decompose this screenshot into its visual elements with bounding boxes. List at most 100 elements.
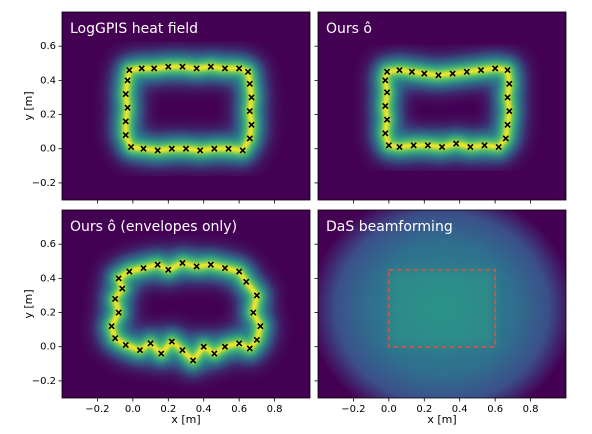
point-marker [235, 65, 243, 72]
beam-field [388, 269, 496, 347]
point-marker [108, 323, 115, 330]
point-marker [225, 145, 232, 152]
x-tick-label: 0.0 [381, 404, 397, 415]
point-marker [127, 143, 135, 151]
x-tick-label: 0.4 [452, 404, 468, 415]
point-marker [477, 66, 485, 74]
point-marker [154, 147, 161, 154]
panel-background [62, 12, 310, 200]
point-marker [122, 341, 129, 349]
y-tick-label: −0.2 [32, 376, 56, 387]
point-marker [504, 66, 511, 74]
x-axis-label: x [m] [427, 413, 456, 426]
point-marker [235, 268, 243, 275]
point-marker [504, 94, 511, 101]
point-marker [115, 275, 122, 282]
point-marker [382, 130, 389, 137]
panel-background [318, 12, 566, 200]
point-marker [200, 343, 207, 350]
point-marker [253, 292, 261, 299]
point-marker [122, 90, 129, 98]
point-marker [385, 142, 393, 149]
point-marker [147, 340, 154, 347]
point-marker [138, 65, 145, 72]
point-marker [168, 145, 175, 152]
x-tick-label: 0.8 [267, 404, 283, 415]
y-tick-label: 0.6 [40, 239, 56, 250]
point-marker [207, 63, 214, 70]
panel [318, 12, 566, 200]
x-tick-label: 0.8 [523, 404, 539, 415]
point-marker [111, 335, 119, 342]
point-marker [150, 65, 158, 72]
point-marker [244, 68, 252, 75]
point-marker [383, 89, 391, 96]
point-marker [435, 72, 442, 79]
point-marker [189, 357, 197, 364]
point-marker [136, 346, 144, 354]
x-tick-label: 0.4 [196, 404, 212, 415]
y-tick-label: 0.4 [40, 75, 56, 86]
box [388, 269, 496, 348]
panel-title: Ours ô (envelopes only) [70, 219, 237, 235]
point-marker [140, 145, 147, 152]
point-marker [248, 94, 255, 101]
heat-field [382, 65, 512, 150]
point-marker [154, 261, 161, 268]
point-marker [506, 80, 513, 87]
point-marker [221, 343, 229, 350]
x-tick-label: 0.2 [160, 404, 176, 415]
point-marker [124, 104, 131, 111]
point-marker [246, 345, 253, 352]
point-marker [165, 266, 172, 273]
point-marker [383, 116, 391, 123]
point-marker [453, 140, 460, 147]
point-marker [122, 131, 129, 139]
point-marker [126, 66, 133, 74]
point-marker [140, 264, 147, 272]
point-marker [221, 264, 229, 272]
point-marker [168, 338, 175, 345]
x-axis-label: x [m] [171, 413, 200, 426]
point-marker [491, 65, 499, 72]
point-marker [467, 143, 474, 151]
point-marker [197, 147, 204, 154]
x-tick-label: 0.0 [125, 404, 141, 415]
panel [62, 12, 310, 200]
point-marker [119, 285, 126, 292]
point-marker [207, 261, 214, 268]
x-tick-label: 0.6 [487, 404, 503, 415]
point-marker [421, 70, 428, 77]
point-marker [424, 142, 431, 149]
point-marker [246, 80, 253, 87]
x-tick-label: −0.2 [85, 404, 109, 415]
y-tick-label: 0.4 [40, 273, 56, 284]
point-marker [211, 145, 218, 152]
point-marker [253, 336, 261, 344]
y-tick-label: 0.6 [40, 41, 56, 52]
panel-frame [61, 11, 311, 201]
x-tick-label: 0.2 [416, 404, 432, 415]
point-marker [383, 68, 391, 75]
point-marker [158, 350, 165, 357]
panel-title: DaS beamforming [326, 219, 453, 235]
point-marker [463, 68, 470, 75]
point-marker [221, 65, 229, 72]
heat-field [123, 64, 254, 153]
y-tick-label: 0.0 [40, 342, 56, 353]
x-tick-label: −0.2 [341, 404, 365, 415]
y-tick-label: 0.0 [40, 144, 56, 155]
point-marker [179, 63, 186, 70]
y-tick-label: 0.2 [40, 110, 56, 121]
point-marker [193, 263, 200, 270]
point-marker [246, 107, 253, 115]
point-marker [122, 118, 129, 125]
point-marker [495, 143, 502, 151]
panel-frame [317, 209, 567, 399]
point-marker [124, 77, 131, 84]
y-tick-label: −0.2 [32, 178, 56, 189]
point-marker [396, 143, 403, 151]
point-marker [449, 70, 456, 77]
panel-frame [61, 209, 311, 399]
